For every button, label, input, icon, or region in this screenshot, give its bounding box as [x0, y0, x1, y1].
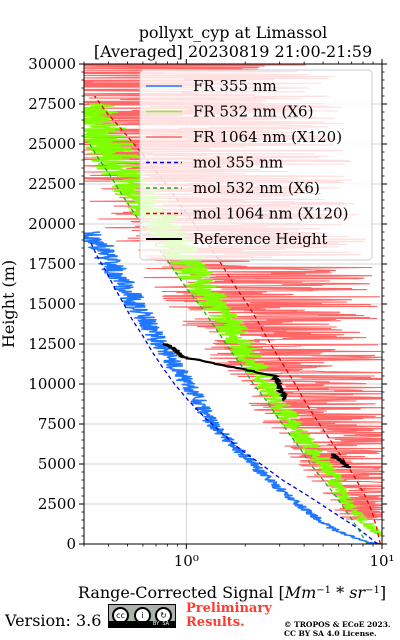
copyright-line1: © TROPOS & ECoE 2023.: [284, 620, 391, 629]
cc-badge-sa: SA: [162, 621, 169, 627]
y-axis-label: Height (m): [0, 260, 18, 348]
legend-label: Reference Height: [193, 230, 327, 248]
legend-label: mol 355 nm: [193, 154, 283, 172]
legend-box: [139, 69, 373, 261]
preliminary-line1: Preliminary: [186, 601, 272, 616]
y-tick-label: 0: [66, 535, 76, 553]
attribution-icon: i: [134, 607, 151, 624]
cc-badge-band: BY SA: [109, 621, 175, 627]
legend-label: FR 532 nm (X6): [193, 103, 313, 121]
reference-segment: [339, 459, 351, 469]
cc-badge-by: BY: [152, 621, 160, 627]
x-tick-label: 10⁰: [174, 552, 199, 570]
series-fr-532-nm-x6: [83, 103, 383, 537]
legend-item: mol 355 nm: [146, 154, 283, 172]
x-axis-label: Range-Corrected Signal [Mm−1 * sr−1]: [78, 583, 386, 602]
legend-label: FR 355 nm: [193, 77, 277, 95]
y-tick-label: 12500: [28, 335, 76, 353]
y-tick-label: 5000: [38, 455, 76, 473]
y-tick-label: 22500: [28, 175, 76, 193]
preliminary-line2: Results.: [186, 615, 245, 630]
copyright-line2: CC BY SA 4.0 License.: [284, 629, 377, 638]
version-label: Version: 3.6: [5, 611, 102, 630]
x-tick-label: 10¹: [369, 552, 394, 570]
series-mol-532-nm-x6: [88, 143, 368, 545]
y-tick-label: 25000: [28, 135, 76, 153]
reference-segment: [329, 453, 344, 462]
series-fr-355-nm: [83, 231, 382, 545]
legend-item: Reference Height: [146, 230, 327, 248]
chart-title: pollyxt_cyp at Limassol: [139, 23, 328, 42]
axis-ticks: 0 2500 5000 7500 10000 12500 15000 17500 20000 22…: [28, 55, 394, 570]
y-tick-label: 10000: [28, 375, 76, 393]
copyright-note: © TROPOS & ECoE 2023. CC BY SA 4.0 Licen…: [284, 620, 391, 638]
series-line: [83, 231, 382, 545]
y-tick-label: 17500: [28, 255, 76, 273]
y-tick-label: 2500: [38, 495, 76, 513]
cc-license-badge: cc i ↻ BY SA: [108, 604, 176, 628]
cc-icon: cc: [112, 607, 129, 624]
legend-label: mol 532 nm (X6): [193, 179, 320, 197]
y-tick-label: 15000: [28, 295, 76, 313]
legend-item: FR 1064 nm (X120): [146, 128, 342, 146]
legend-item: mol 532 nm (X6): [146, 179, 320, 197]
series-line: [83, 103, 383, 537]
y-tick-label: 7500: [38, 415, 76, 433]
series-reference-height: [162, 342, 351, 469]
reference-segment: [269, 374, 284, 390]
legend-label: FR 1064 nm (X120): [193, 128, 342, 146]
reference-segment: [275, 387, 289, 402]
legend-label: mol 1064 nm (X120): [193, 205, 348, 223]
legend-item: FR 355 nm: [146, 77, 277, 95]
legend-item: mol 1064 nm (X120): [146, 205, 348, 223]
legend: FR 355 nm FR 532 nm (X6) FR 1064 nm (X120)…: [139, 69, 373, 261]
preliminary-note: Preliminary Results.: [186, 602, 272, 630]
y-tick-label: 30000: [28, 55, 76, 73]
y-tick-label: 27500: [28, 95, 76, 113]
series-line: [88, 143, 368, 545]
reference-segment: [180, 355, 277, 378]
y-tick-label: 20000: [28, 215, 76, 233]
chart-subtitle: [Averaged] 20230819 21:00-21:59: [94, 42, 372, 61]
reference-segment: [168, 346, 181, 354]
legend-item: FR 532 nm (X6): [146, 103, 313, 121]
